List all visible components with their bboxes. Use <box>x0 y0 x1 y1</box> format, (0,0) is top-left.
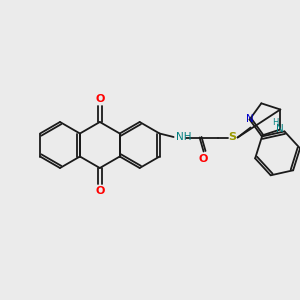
Text: NH: NH <box>176 133 191 142</box>
Text: N: N <box>246 115 254 124</box>
Text: O: O <box>95 94 104 104</box>
Text: H: H <box>272 118 278 127</box>
Text: N: N <box>277 124 284 134</box>
Text: O: O <box>95 186 104 196</box>
Text: O: O <box>199 154 208 164</box>
Text: S: S <box>229 133 237 142</box>
